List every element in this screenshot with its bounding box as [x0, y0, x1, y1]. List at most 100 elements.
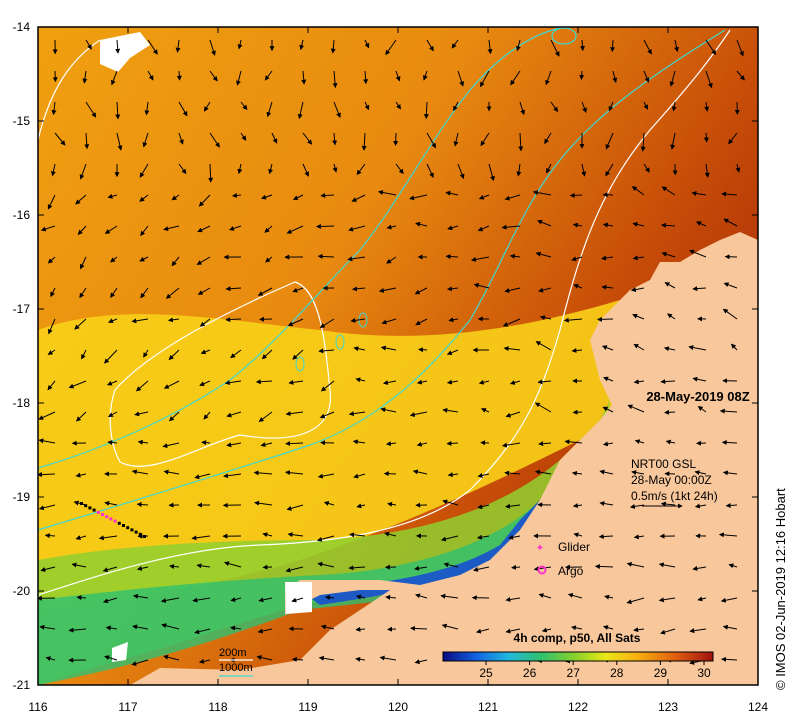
- current-vector: [728, 563, 738, 569]
- current-vector: [509, 253, 521, 259]
- current-vector: [537, 219, 552, 227]
- current-vector: [518, 132, 524, 152]
- current-vector: [104, 655, 118, 661]
- current-vector: [730, 343, 738, 351]
- current-vector: [287, 532, 304, 538]
- current-vector: [381, 318, 397, 325]
- current-vector: [632, 221, 645, 227]
- y-tick-label: -18: [13, 396, 31, 410]
- current-vector: [538, 441, 552, 447]
- current-vector: [535, 251, 552, 258]
- current-vector: [110, 256, 118, 263]
- date-label: 28-May-2019 08Z: [646, 389, 749, 404]
- current-vector: [579, 39, 585, 52]
- current-vector: [736, 39, 744, 57]
- current-vector: [722, 470, 738, 476]
- colorbar-scale: [442, 651, 714, 662]
- current-vector: [261, 194, 273, 200]
- current-vector: [535, 341, 552, 351]
- current-vector: [324, 595, 335, 600]
- current-vector: [532, 190, 552, 196]
- current-vector: [545, 70, 552, 86]
- current-vector: [447, 472, 459, 478]
- current-vector: [198, 658, 211, 664]
- current-vector: [658, 562, 676, 568]
- current-vector: [694, 503, 707, 509]
- current-vector: [447, 225, 459, 231]
- current-vector: [147, 39, 158, 55]
- current-vector: [131, 469, 149, 475]
- current-vector: [563, 317, 583, 323]
- current-vector: [443, 562, 459, 568]
- current-vector: [601, 255, 614, 261]
- warm-band: [38, 300, 620, 610]
- current-vector: [297, 101, 304, 120]
- current-vector: [208, 163, 214, 183]
- current-vector: [537, 379, 552, 385]
- current-vector: [722, 624, 738, 630]
- current-vector: [230, 349, 242, 359]
- current-vector: [602, 441, 614, 447]
- current-vector: [728, 132, 738, 145]
- current-vector: [144, 101, 150, 116]
- current-vector: [351, 194, 366, 202]
- current-vector: [385, 594, 397, 600]
- current-vector: [140, 225, 149, 237]
- current-vector: [79, 287, 87, 299]
- current-vector: [571, 348, 583, 354]
- current-vector: [534, 469, 552, 475]
- cloud-patch: [112, 642, 128, 662]
- current-vector: [505, 628, 521, 634]
- current-vector: [665, 439, 676, 445]
- current-vector: [664, 282, 676, 289]
- current-vector: [162, 442, 180, 449]
- isobath-1000m: [38, 29, 726, 531]
- current-vector: [720, 597, 738, 603]
- current-vector: [139, 163, 149, 178]
- current-vector: [108, 318, 118, 324]
- current-vector: [223, 561, 242, 568]
- colorbar-title: 4h comp, p50, All Sats: [514, 631, 641, 645]
- current-vector: [509, 380, 521, 385]
- current-vector: [167, 317, 180, 323]
- current-vector: [426, 132, 437, 149]
- current-vector: [203, 101, 211, 112]
- current-vector: [446, 286, 459, 292]
- current-vector: [104, 225, 118, 234]
- current-vector: [257, 628, 273, 634]
- current-vector: [347, 256, 366, 262]
- current-vector: [511, 564, 521, 570]
- current-vector: [442, 407, 459, 413]
- current-vector: [105, 625, 118, 631]
- x-tick-label: 119: [298, 700, 317, 714]
- colorbar-tick-label: 27: [567, 666, 581, 680]
- current-vector: [209, 132, 220, 148]
- current-vector: [71, 562, 87, 568]
- current-vector: [75, 472, 87, 478]
- current-vector: [704, 163, 710, 178]
- current-vector: [230, 625, 242, 631]
- y-tick-label: -17: [13, 302, 31, 316]
- current-vector: [395, 101, 401, 110]
- current-vector: [50, 287, 56, 298]
- current-vector: [231, 192, 242, 198]
- current-vector: [643, 70, 650, 83]
- current-vector: [161, 623, 180, 630]
- current-vector: [470, 256, 490, 262]
- current-vector: [82, 70, 88, 84]
- x-tick-label: 116: [28, 700, 47, 714]
- glider-track: [80, 502, 146, 538]
- current-vector: [695, 221, 707, 227]
- current-vector: [257, 287, 273, 296]
- current-vector: [353, 346, 366, 352]
- current-vector: [426, 163, 434, 178]
- current-vector: [515, 39, 521, 52]
- current-vector: [40, 566, 56, 572]
- current-vector: [237, 39, 243, 50]
- current-vector: [197, 287, 211, 295]
- current-vector: [573, 532, 583, 538]
- current-vector: [697, 406, 707, 413]
- current-vector: [608, 101, 614, 112]
- current-vector: [262, 532, 273, 538]
- glider-position: [130, 528, 134, 532]
